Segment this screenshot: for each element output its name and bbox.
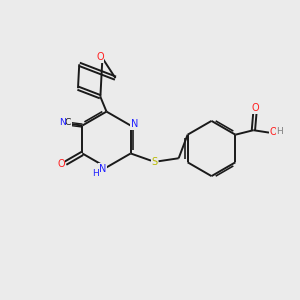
- Text: C: C: [65, 118, 71, 127]
- Text: S: S: [152, 157, 158, 167]
- Text: O: O: [57, 159, 65, 169]
- Text: O: O: [96, 52, 104, 62]
- Text: O: O: [269, 127, 277, 137]
- Text: O: O: [252, 103, 259, 113]
- Text: N: N: [131, 119, 138, 129]
- Text: H: H: [92, 169, 98, 178]
- Text: N: N: [59, 118, 66, 127]
- Text: N: N: [99, 164, 106, 174]
- Text: H: H: [276, 128, 283, 136]
